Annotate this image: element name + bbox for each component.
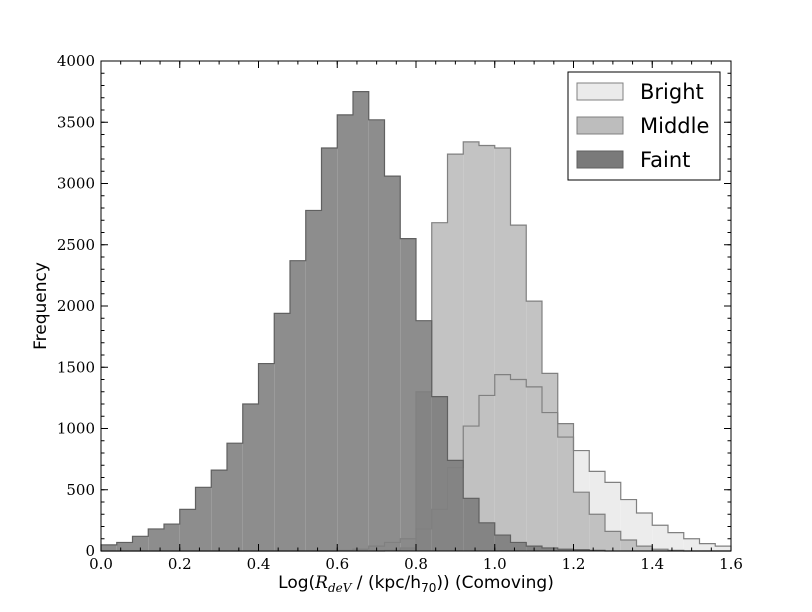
bar-faint-14	[321, 147, 338, 551]
x-axis-label: Log(RdeV / (kpc/h70)) (Comoving)	[278, 573, 554, 595]
y-tick-label: 500	[66, 481, 95, 499]
bar-middle-29	[557, 423, 574, 551]
bar-bright-39	[715, 546, 731, 551]
bar-bright-34	[636, 513, 653, 551]
bar-middle-32	[605, 531, 621, 551]
x-tick-label: 1.2	[562, 555, 586, 573]
bar-faint-7	[211, 470, 227, 551]
y-axis-label: Frequency	[31, 262, 51, 350]
x-tick-label: 0.6	[325, 555, 349, 573]
bar-faint-24	[479, 522, 495, 551]
bar-middle-25	[494, 147, 511, 551]
bar-faint-5	[179, 509, 196, 551]
y-tick-label: 2500	[57, 236, 95, 254]
series-middle	[384, 141, 684, 551]
y-tick-label: 0	[85, 542, 95, 560]
bar-middle-31	[589, 514, 605, 551]
bar-faint-11	[274, 313, 290, 551]
bar-faint-0	[101, 544, 117, 551]
bar-faint-18	[384, 176, 401, 551]
bar-bright-33	[620, 499, 637, 551]
bar-faint-20	[416, 320, 432, 551]
y-tick-label: 3000	[57, 175, 95, 193]
y-tick-label: 4000	[57, 52, 95, 70]
y-tick-label: 1000	[57, 420, 95, 438]
x-tick-label: 1.6	[719, 555, 743, 573]
bar-bright-38	[699, 543, 716, 551]
bar-faint-21	[431, 396, 448, 551]
x-tick-label: 0.8	[404, 555, 428, 573]
legend-swatch-middle	[576, 116, 624, 135]
y-tick-label: 2000	[57, 297, 95, 315]
bar-faint-1	[116, 542, 133, 551]
y-tick-label: 1500	[57, 358, 95, 376]
bar-faint-3	[148, 528, 164, 551]
x-tick-label: 0.2	[168, 555, 192, 573]
y-tick-label: 3500	[57, 113, 95, 131]
bar-middle-35	[652, 549, 668, 551]
legend-label-bright: Bright	[640, 80, 704, 104]
bar-faint-19	[400, 238, 416, 551]
bar-bright-35	[652, 525, 668, 551]
bar-bright-36	[668, 532, 684, 551]
legend-label-middle: Middle	[640, 114, 709, 138]
bar-faint-26	[510, 542, 527, 551]
bar-middle-30	[573, 492, 590, 551]
bar-faint-23	[463, 498, 479, 551]
bar-faint-25	[494, 535, 511, 551]
histogram-fills	[101, 91, 731, 552]
bar-faint-12	[290, 260, 306, 551]
bar-middle-23	[463, 141, 479, 551]
bar-faint-13	[305, 210, 322, 551]
bar-middle-22	[447, 154, 464, 551]
bar-faint-29	[557, 549, 574, 551]
series-faint	[101, 91, 605, 552]
legend: Bright Middle Faint	[567, 71, 721, 181]
bar-middle-28	[542, 373, 558, 551]
bar-middle-24	[479, 145, 495, 551]
bar-middle-27	[526, 301, 542, 551]
bar-faint-10	[258, 363, 275, 551]
bar-faint-8	[227, 443, 243, 551]
legend-swatch-bright	[576, 82, 624, 101]
bar-bright-37	[683, 538, 700, 551]
bar-faint-17	[368, 119, 385, 552]
bar-faint-16	[353, 91, 369, 551]
bar-faint-4	[164, 524, 180, 551]
bar-middle-26	[510, 225, 527, 551]
bar-middle-33	[620, 539, 637, 551]
bar-faint-28	[542, 547, 558, 551]
x-tick-label: 0.4	[247, 555, 271, 573]
legend-label-faint: Faint	[640, 148, 690, 172]
y-axis: 0 500 1000 1500 2000 2500 3000 3500 4000	[57, 52, 731, 560]
legend-swatch-faint	[576, 150, 624, 169]
bar-faint-22	[447, 460, 464, 551]
bar-faint-15	[337, 114, 353, 552]
bar-faint-9	[242, 404, 259, 551]
x-axis: 0.0 0.2 0.4 0.6 0.8 1.0 1.2 1.4 1.6	[89, 61, 743, 573]
x-tick-label: 1.4	[640, 555, 664, 573]
x-tick-label: 0.0	[89, 555, 113, 573]
bar-faint-6	[195, 487, 212, 551]
x-tick-label: 1.0	[483, 555, 507, 573]
bar-faint-30	[573, 549, 590, 551]
bar-faint-2	[132, 536, 149, 551]
bar-middle-34	[636, 546, 653, 551]
